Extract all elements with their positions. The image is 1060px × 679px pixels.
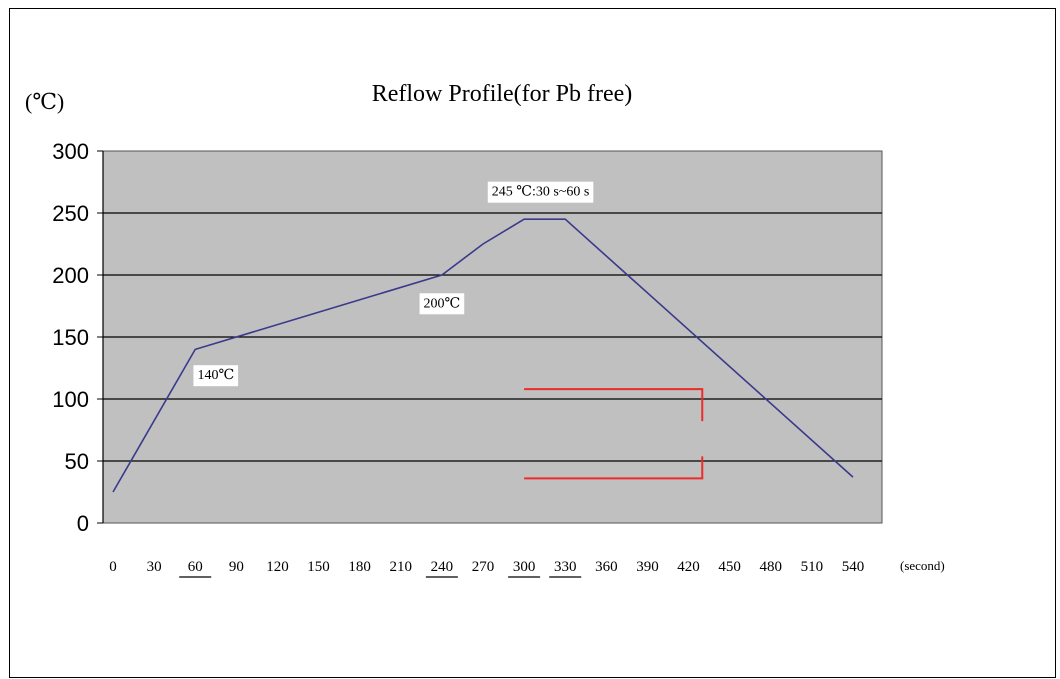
xtick-label-60: 60: [188, 559, 203, 575]
annotation-box-1: [419, 293, 465, 315]
y-axis-unit: (℃): [25, 89, 64, 114]
ytick-label-0: 0: [77, 511, 89, 536]
xtick-label-210: 210: [390, 559, 413, 575]
annotation-0: 245 ℃:30 s~60 s: [487, 181, 594, 203]
xtick-label-510: 510: [801, 559, 824, 575]
chart-frame: 0 50 100 150 200 250 300 0 30 60 90 120 150 180 210 24…: [9, 8, 1056, 678]
annotation-label-1: 200℃: [424, 296, 461, 311]
ytick-label-300: 300: [52, 139, 89, 164]
annotation-box-2: [193, 365, 239, 387]
xtick-label-150: 150: [307, 559, 330, 575]
annotations: 245 ℃:30 s~60 s 200℃ 140℃: [193, 181, 594, 387]
xtick-label-180: 180: [348, 559, 371, 575]
ytick-label-100: 100: [52, 387, 89, 412]
xtick-label-120: 120: [266, 559, 289, 575]
xtick-label-240: 240: [431, 559, 454, 575]
xtick-label-420: 420: [677, 559, 700, 575]
ytick-label-50: 50: [65, 449, 89, 474]
x-axis-unit: (second): [900, 558, 945, 573]
xtick-label-480: 480: [760, 559, 783, 575]
lower-marker: [524, 456, 704, 480]
annotation-box-0: [487, 181, 594, 203]
xtick-label-390: 390: [636, 559, 659, 575]
xtick-label-330: 330: [554, 559, 577, 575]
ytick-label-150: 150: [52, 325, 89, 350]
upper-marker: [524, 388, 704, 422]
y-axis-ticks: 0 50 100 150 200 250 300: [52, 139, 103, 536]
xtick-label-450: 450: [718, 559, 741, 575]
xtick-label-270: 270: [472, 559, 495, 575]
xtick-label-300: 300: [513, 559, 536, 575]
series-layer: [112, 218, 854, 493]
annotation-label-2: 140℃: [197, 368, 234, 383]
series-line-0: [112, 218, 854, 493]
xtick-label-0: 0: [109, 559, 117, 575]
annotation-label-0: 245 ℃:30 s~60 s: [492, 185, 590, 200]
ytick-label-200: 200: [52, 263, 89, 288]
xtick-label-90: 90: [229, 559, 244, 575]
red-markers: [524, 388, 704, 480]
xtick-label-540: 540: [842, 559, 865, 575]
chart-title: Reflow Profile(for Pb free): [372, 81, 633, 107]
x-axis-ticks: 0 30 60 90 120 150 180 210 240 270 300 330 360 390 420…: [109, 559, 865, 578]
annotation-1: 200℃: [419, 293, 465, 315]
xtick-label-30: 30: [147, 559, 162, 575]
ytick-label-250: 250: [52, 201, 89, 226]
reflow-chart: 0 50 100 150 200 250 300 0 30 60 90 120 150 180 210 24…: [25, 81, 945, 578]
xtick-label-360: 360: [595, 559, 618, 575]
annotation-2: 140℃: [193, 365, 239, 387]
